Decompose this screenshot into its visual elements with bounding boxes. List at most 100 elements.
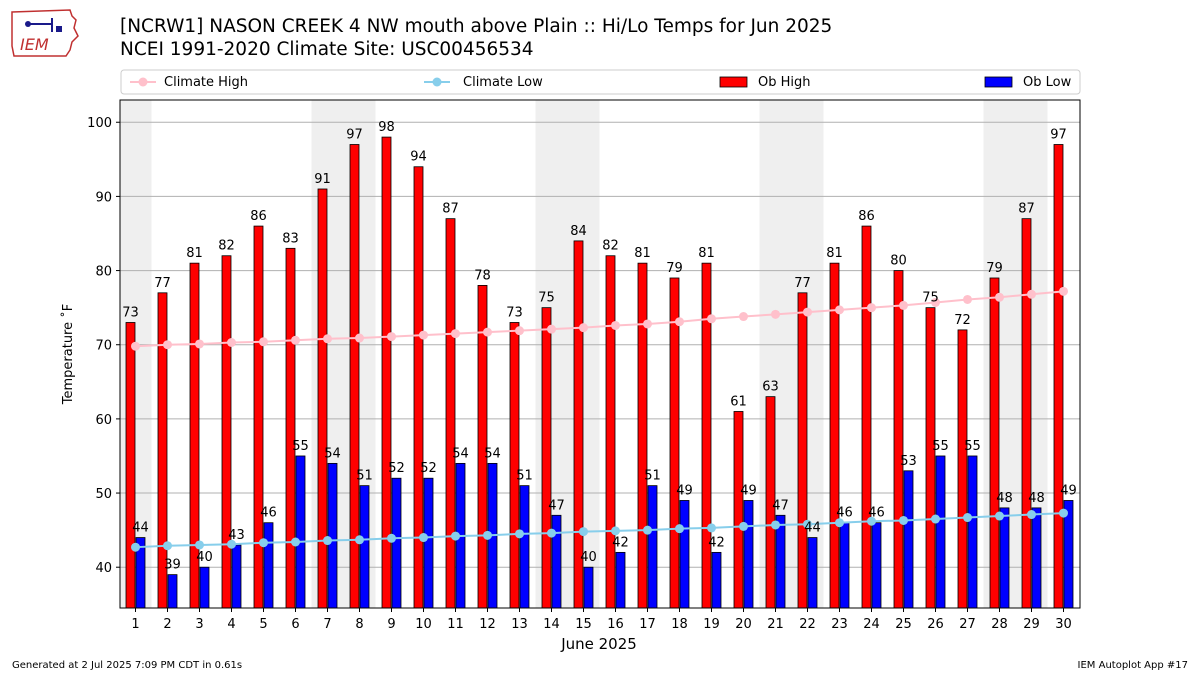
ob-low-bar [423, 477, 434, 609]
y-tick-label: 90 [95, 190, 112, 205]
generated-note: Generated at 2 Jul 2025 7:09 PM CDT in 0… [12, 660, 243, 671]
x-tick-label: 23 [831, 617, 848, 632]
legend-climate-high-label: Climate High [164, 75, 248, 90]
ob-low-bar [647, 485, 658, 609]
ob-low-bar [967, 455, 978, 609]
legend-ob-low-label: Ob Low [1023, 75, 1072, 90]
ob-high-label: 77 [154, 276, 171, 291]
iowa-map-icon: IEM [11, 9, 79, 57]
x-tick-label: 14 [543, 617, 560, 632]
x-tick-label: 26 [927, 617, 944, 632]
ob-low-bar [583, 566, 594, 609]
ob-low-label: 48 [1028, 491, 1045, 506]
ob-low-label: 53 [900, 454, 917, 469]
ob-high-label: 63 [762, 380, 779, 395]
x-tick-label: 1 [131, 617, 139, 632]
climate-high-point [643, 319, 652, 329]
legend-ob-high-label: Ob High [758, 75, 811, 90]
ob-high-label: 80 [890, 254, 907, 269]
y-axis-label: Temperature ˚F [60, 304, 76, 405]
ob-high-bar [125, 322, 136, 609]
x-tick-label: 30 [1055, 617, 1072, 632]
x-tick-label: 17 [639, 617, 656, 632]
weekend-band [343, 100, 376, 608]
x-tick-label: 3 [195, 617, 203, 632]
climate-high-point [515, 326, 524, 336]
climate-low-point [963, 513, 972, 523]
ob-high-bar [413, 166, 424, 609]
climate-low-point [771, 520, 780, 530]
climate-low-point [387, 533, 396, 543]
ob-high-bar [893, 270, 904, 609]
ob-low-label: 51 [644, 469, 661, 484]
ob-low-label: 46 [868, 506, 885, 521]
y-tick-label: 80 [95, 265, 112, 280]
climate-high-point [355, 333, 364, 343]
x-axis-label: June 2025 [560, 635, 637, 653]
plot-frame [119, 99, 1081, 609]
legend-climate-low-marker [432, 77, 442, 87]
climate-high-point [163, 340, 172, 350]
weekend-band [535, 100, 568, 608]
x-tick-label: 25 [895, 617, 912, 632]
climate-low-point [739, 521, 748, 531]
climate-low-point [611, 526, 620, 536]
ob-high-label: 86 [858, 209, 875, 224]
ob-low-bar [199, 566, 210, 609]
climate-high-point [803, 307, 812, 317]
x-tick-label: 12 [479, 617, 496, 632]
ob-low-label: 48 [996, 491, 1013, 506]
climate-low-point [707, 523, 716, 533]
climate-low-point [547, 528, 556, 538]
data-labels: 73 44 77 39 81 40 82 43 86 46 83 55 91 54 97 51 98 52 94 52… [122, 120, 1077, 573]
x-tick-label: 7 [323, 617, 331, 632]
climate-high-point [195, 339, 204, 349]
climate-low-point [835, 518, 844, 528]
ob-high-label: 87 [1018, 202, 1035, 217]
climate-low-point [323, 536, 332, 546]
ob-low-label: 55 [292, 439, 309, 454]
x-tick-label: 6 [291, 617, 299, 632]
ob-high-bar [509, 322, 520, 609]
ob-low-label: 49 [676, 483, 693, 498]
weekend-band [120, 100, 152, 608]
weekend-band [311, 100, 344, 608]
x-tick-label: 19 [703, 617, 720, 632]
climate-low-point [451, 531, 460, 541]
x-tick-label: 4 [227, 617, 235, 632]
climate-lines [131, 286, 1068, 552]
ob-low-bar [391, 477, 402, 609]
ob-high-label: 87 [442, 202, 459, 217]
ob-low-bar [327, 462, 338, 609]
ob-high-label: 78 [474, 268, 491, 283]
ob-low-label: 49 [1060, 483, 1077, 498]
ob-low-label: 43 [228, 528, 245, 543]
ob-high-label: 97 [346, 127, 363, 142]
ob-low-bar [903, 470, 914, 609]
legend: Climate High Climate Low Ob High Ob Low [120, 69, 1081, 95]
ob-low-label: 55 [964, 439, 981, 454]
x-tick-label: 20 [735, 617, 752, 632]
ob-low-bar [743, 500, 754, 609]
ob-high-bar [1053, 144, 1064, 609]
climate-low-point [483, 530, 492, 540]
climate-high-point [131, 341, 140, 351]
legend-ob-high-swatch [719, 76, 748, 88]
title-line-2: NCEI 1991-2020 Climate Site: USC00456534 [120, 39, 534, 60]
ob-high-label: 97 [1050, 127, 1067, 142]
ob-low-label: 42 [708, 535, 725, 550]
climate-high-point [579, 323, 588, 333]
ob-low-label: 54 [324, 446, 341, 461]
ob-low-bar [167, 574, 178, 609]
climate-low-point [419, 533, 428, 543]
climate-low-point [1059, 508, 1068, 518]
climate-high-point [707, 314, 716, 324]
x-tick-label: 9 [387, 617, 395, 632]
x-tick-label: 18 [671, 617, 688, 632]
ob-high-label: 81 [698, 246, 715, 261]
climate-high-point [995, 292, 1004, 302]
title-line-1: [NCRW1] NASON CREEK 4 NW mouth above Pla… [120, 16, 833, 37]
climate-low-point [675, 524, 684, 534]
ob-high-bar [733, 411, 744, 609]
climate-high-point [931, 297, 940, 307]
